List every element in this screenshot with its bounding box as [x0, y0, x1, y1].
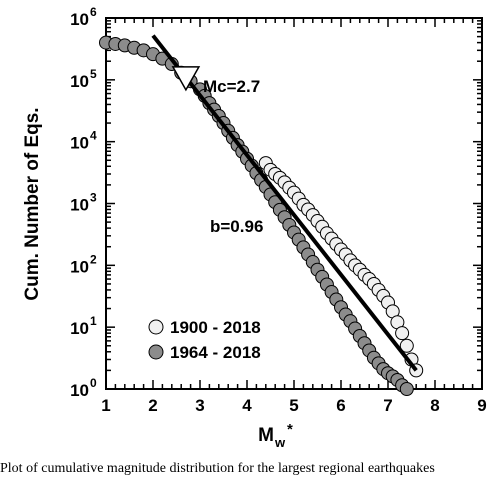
b-value-label: b=0.96 — [210, 217, 263, 236]
x-tick-label: 1 — [101, 396, 110, 415]
x-tick-label: 2 — [148, 396, 157, 415]
x-tick-label: 3 — [195, 396, 204, 415]
legend-label-1964-2018: 1964 - 2018 — [170, 343, 261, 362]
x-axis-title: M w * — [258, 421, 293, 450]
y-tick-exponent: 1 — [90, 314, 97, 328]
legend-marker-1900-2018 — [148, 319, 164, 335]
mc-triangle-marker — [171, 66, 201, 92]
x-tick-label: 5 — [289, 396, 298, 415]
y-tick-exponent: 5 — [90, 67, 97, 81]
x-tick-label: 4 — [242, 396, 252, 415]
x-tick-label: 9 — [477, 396, 486, 415]
x-tick-labels: 1 2 3 4 5 6 7 8 9 — [101, 396, 486, 415]
mc-label: Mc=2.7 — [203, 77, 260, 96]
y-tick-label: 10 — [70, 196, 89, 215]
point-1900-2018 — [399, 338, 414, 353]
y-tick-exponent: 3 — [90, 191, 97, 205]
y-axis-title: Cum. Number of Eqs. — [22, 107, 43, 300]
legend-label-1900-2018: 1900 - 2018 — [170, 318, 261, 337]
data-points — [99, 35, 424, 396]
y-tick-label: 10 — [70, 381, 89, 400]
y-tick-label: 10 — [70, 134, 89, 153]
point-1900-2018 — [395, 326, 410, 341]
x-axis-title-main: M — [258, 425, 274, 446]
x-axis-title-superscript: * — [287, 421, 293, 438]
point-1964-2018 — [399, 382, 414, 396]
legend-marker-1964-2018 — [148, 344, 164, 360]
axis-ticks — [105, 18, 483, 390]
x-tick-label: 8 — [430, 396, 439, 415]
x-tick-label: 7 — [383, 396, 392, 415]
fit-line — [151, 34, 418, 372]
x-axis-title-subscript: w — [274, 435, 286, 450]
y-tick-exponent: 0 — [90, 376, 97, 390]
y-tick-label: 10 — [70, 72, 89, 91]
y-tick-label: 10 — [70, 319, 89, 338]
x-tick-label: 6 — [336, 396, 345, 415]
y-tick-exponent: 4 — [90, 129, 97, 143]
y-tick-label: 10 — [70, 10, 89, 29]
y-tick-label: 10 — [70, 257, 89, 276]
legend: 1900 - 2018 1964 - 2018 — [148, 318, 261, 362]
y-tick-exponent: 6 — [90, 5, 97, 19]
figure-caption: Plot of cumulative magnitude distributio… — [0, 461, 435, 476]
y-tick-exponent: 2 — [90, 252, 97, 266]
